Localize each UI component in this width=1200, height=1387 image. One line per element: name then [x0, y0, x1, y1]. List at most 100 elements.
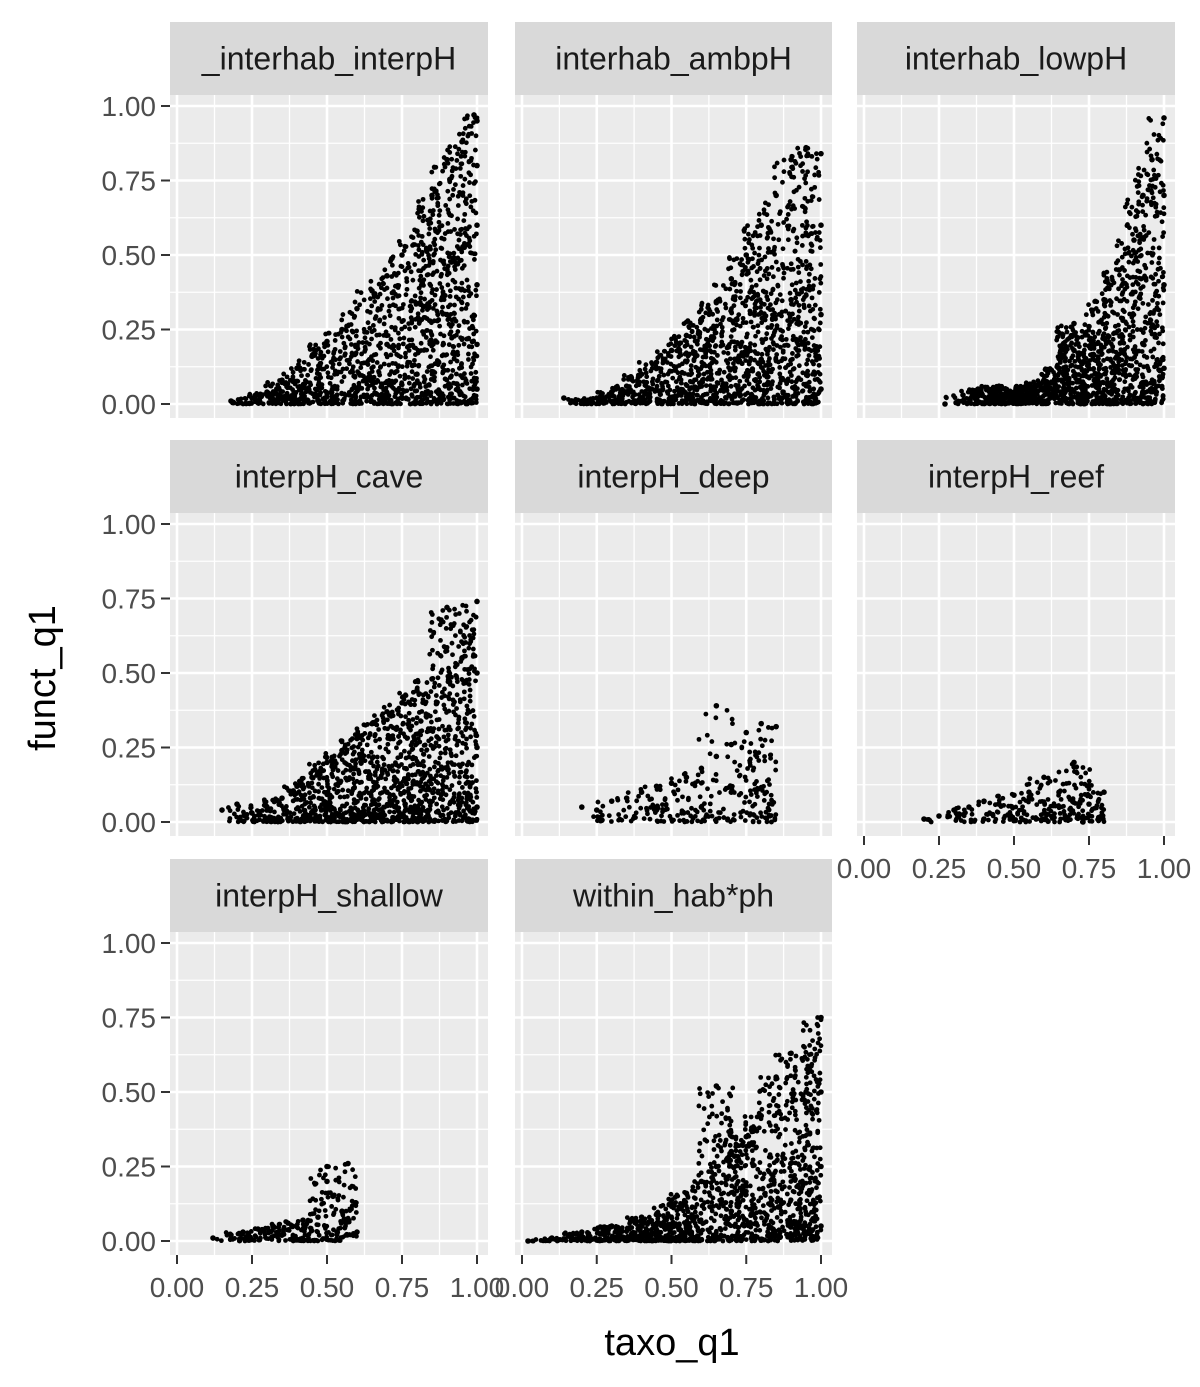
scatter-fill-point — [380, 401, 386, 407]
scatter-fill-point — [964, 396, 970, 401]
scatter-fill-point — [1129, 253, 1134, 259]
scatter-fill-point — [420, 242, 426, 248]
scatter-fill-point — [774, 160, 780, 166]
scatter-fill-point — [357, 302, 363, 308]
scatter-fill-point — [436, 212, 442, 218]
scatter-fill-point — [1121, 309, 1127, 315]
scatter-fill-point — [1055, 373, 1061, 378]
scatter-fill-point — [382, 267, 388, 273]
scatter-fill-point — [474, 293, 479, 299]
scatter-fill-point — [1145, 187, 1151, 193]
scatter-fill-point — [369, 336, 374, 342]
scatter-fill-point — [432, 398, 438, 404]
scatter-fill-point — [1105, 384, 1111, 389]
scatter-fill-point — [752, 305, 758, 311]
scatter-fill-point — [417, 384, 423, 390]
scatter-fill-point — [393, 369, 399, 374]
scatter-fill-point — [671, 333, 677, 339]
scatter-fill-point — [377, 318, 382, 324]
scatter-fill-point — [1094, 357, 1100, 363]
scatter-fill-point — [709, 326, 714, 331]
scatter-fill-point — [764, 276, 770, 282]
scatter-fill-point — [743, 303, 748, 309]
scatter-fill-point — [452, 182, 458, 188]
scatter-fill-point — [779, 298, 785, 304]
scatter-fill-point — [1130, 319, 1136, 324]
scatter-fill-point — [466, 357, 471, 362]
scatter-point — [384, 341, 390, 348]
scatter-fill-point — [419, 747, 424, 753]
scatter-fill-point — [405, 359, 411, 365]
scatter-fill-point — [779, 337, 785, 343]
scatter-fill-point — [1121, 340, 1127, 346]
scatter-fill-point — [1086, 302, 1091, 308]
scatter-fill-point — [393, 303, 398, 309]
scatter-fill-point — [448, 229, 454, 234]
scatter-fill-point — [372, 390, 377, 396]
scatter-fill-point — [444, 645, 450, 650]
scatter-fill-point — [729, 310, 735, 316]
scatter-fill-point — [761, 398, 767, 404]
scatter-fill-point — [1079, 351, 1085, 356]
scatter-fill-point — [410, 242, 415, 248]
scatter-fill-point — [1156, 255, 1162, 261]
scatter-fill-point — [305, 372, 311, 378]
scatter-fill-point — [1161, 205, 1167, 211]
scatter-point — [1071, 320, 1077, 327]
scatter-fill-point — [416, 363, 422, 369]
scatter-fill-point — [1124, 321, 1129, 327]
scatter-point — [728, 276, 735, 282]
scatter-fill-point — [684, 383, 689, 388]
scatter-fill-point — [456, 342, 462, 348]
scatter-fill-point — [1132, 177, 1138, 183]
scatter-fill-point — [416, 199, 421, 204]
scatter-fill-point — [416, 247, 422, 253]
scatter-fill-point — [795, 390, 801, 396]
scatter-fill-point — [1082, 382, 1088, 388]
scatter-fill-point — [708, 367, 714, 373]
scatter-fill-point — [805, 368, 811, 374]
scatter-fill-point — [661, 398, 667, 404]
scatter-fill-point — [389, 262, 395, 268]
scatter-fill-point — [377, 372, 383, 378]
scatter-fill-point — [1044, 383, 1050, 389]
scatter-fill-point — [474, 379, 479, 385]
scatter-fill-point — [806, 271, 812, 277]
scatter-fill-point — [337, 349, 343, 354]
scatter-fill-point — [746, 240, 752, 246]
scatter-fill-point — [450, 395, 456, 401]
scatter-fill-point — [467, 693, 473, 699]
scatter-fill-point — [1131, 396, 1137, 401]
scatter-fill-point — [407, 326, 412, 332]
facet-strip — [170, 22, 488, 95]
scatter-point — [471, 112, 477, 118]
scatter-fill-point — [1038, 386, 1043, 392]
scatter-fill-point — [710, 338, 715, 344]
scatter-fill-point — [798, 279, 803, 284]
scatter-fill-point — [469, 339, 475, 344]
scatter-fill-point — [1109, 379, 1115, 384]
scatter-fill-point — [754, 269, 760, 275]
scatter-fill-point — [785, 397, 790, 403]
scatter-fill-point — [787, 170, 792, 175]
scatter-fill-point — [737, 323, 743, 329]
scatter-fill-point — [804, 219, 809, 225]
scatter-fill-point — [462, 371, 467, 377]
scatter-fill-point — [427, 226, 433, 231]
scatter-point — [444, 311, 450, 318]
scatter-fill-point — [1070, 368, 1076, 374]
scatter-fill-point — [1154, 319, 1160, 325]
scatter-fill-point — [447, 288, 453, 294]
scatter-fill-point — [1134, 359, 1139, 365]
scatter-fill-point — [757, 401, 763, 407]
scatter-fill-point — [331, 786, 337, 792]
scatter-fill-point — [457, 131, 462, 137]
scatter-fill-point — [409, 723, 415, 729]
scatter-fill-point — [451, 310, 457, 316]
scatter-fill-point — [817, 379, 823, 385]
scatter-fill-point — [352, 313, 358, 319]
scatter-fill-point — [418, 340, 424, 346]
scatter-fill-point — [401, 317, 406, 323]
scatter-fill-point — [688, 363, 694, 369]
scatter-fill-point — [337, 356, 343, 362]
